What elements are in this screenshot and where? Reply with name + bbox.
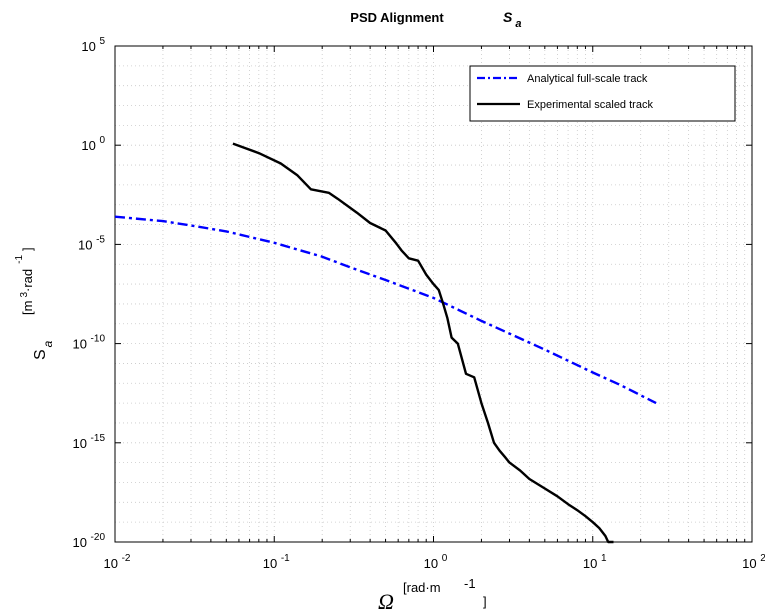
x-tick-label: 10 -1 bbox=[263, 553, 290, 571]
y-tick-label: 10 -20 bbox=[72, 532, 105, 550]
y-axis-symbol: Sa bbox=[32, 340, 55, 360]
ticks: 10 -2 10 -1 10 0 10 1 10 2 10 5 10 0 10 -5 10 -1… bbox=[72, 36, 765, 571]
legend: Analytical full-scale track Experimental… bbox=[469, 65, 736, 122]
y-tick-label: 10 -15 bbox=[72, 433, 105, 451]
x-axis-unit-exp: -1 bbox=[464, 576, 476, 591]
x-axis-unit: [rad·m bbox=[403, 580, 441, 595]
x-tick-label: 10 2 bbox=[742, 553, 765, 571]
y-axis-unit-exp2: -1 bbox=[14, 255, 25, 264]
y-axis-unit-mid: ·rad bbox=[20, 269, 35, 292]
chart-title: PSD Alignment bbox=[350, 10, 444, 25]
y-axis-symbol-main: S bbox=[32, 349, 49, 360]
y-axis-label: Sa bbox=[32, 340, 55, 360]
y-tick-label: 10 -10 bbox=[72, 334, 105, 352]
y-axis-unit-open: [m bbox=[20, 301, 35, 315]
grid bbox=[115, 46, 752, 542]
y-axis-unit-text: [m 3·rad -1] bbox=[14, 247, 35, 315]
legend-label-experimental: Experimental scaled track bbox=[527, 99, 653, 111]
y-tick-label: 10 0 bbox=[81, 135, 105, 153]
series bbox=[114, 142, 657, 544]
title-symbol-main: S bbox=[503, 9, 513, 25]
x-axis-symbol: Ω bbox=[378, 589, 394, 614]
y-axis-symbol-sub: a bbox=[41, 340, 55, 347]
x-tick-label: 10 0 bbox=[424, 553, 448, 571]
x-axis-unit-close: ] bbox=[483, 594, 487, 609]
y-axis-unit-exp1: 3 bbox=[19, 292, 30, 298]
x-tick-label: 10 -2 bbox=[104, 553, 131, 571]
y-axis-unit: [m 3·rad -1] bbox=[14, 247, 35, 315]
series-line-analytical bbox=[114, 215, 657, 405]
y-tick-label: 10 -5 bbox=[78, 234, 105, 252]
title-symbol-sub: a bbox=[515, 18, 521, 30]
y-tick-label: 10 5 bbox=[81, 36, 105, 54]
legend-label-analytical: Analytical full-scale track bbox=[527, 73, 648, 85]
x-tick-label: 10 1 bbox=[583, 553, 607, 571]
y-axis-unit-close: ] bbox=[20, 247, 35, 251]
legend-box bbox=[469, 65, 736, 122]
series-line-experimental bbox=[232, 142, 614, 544]
